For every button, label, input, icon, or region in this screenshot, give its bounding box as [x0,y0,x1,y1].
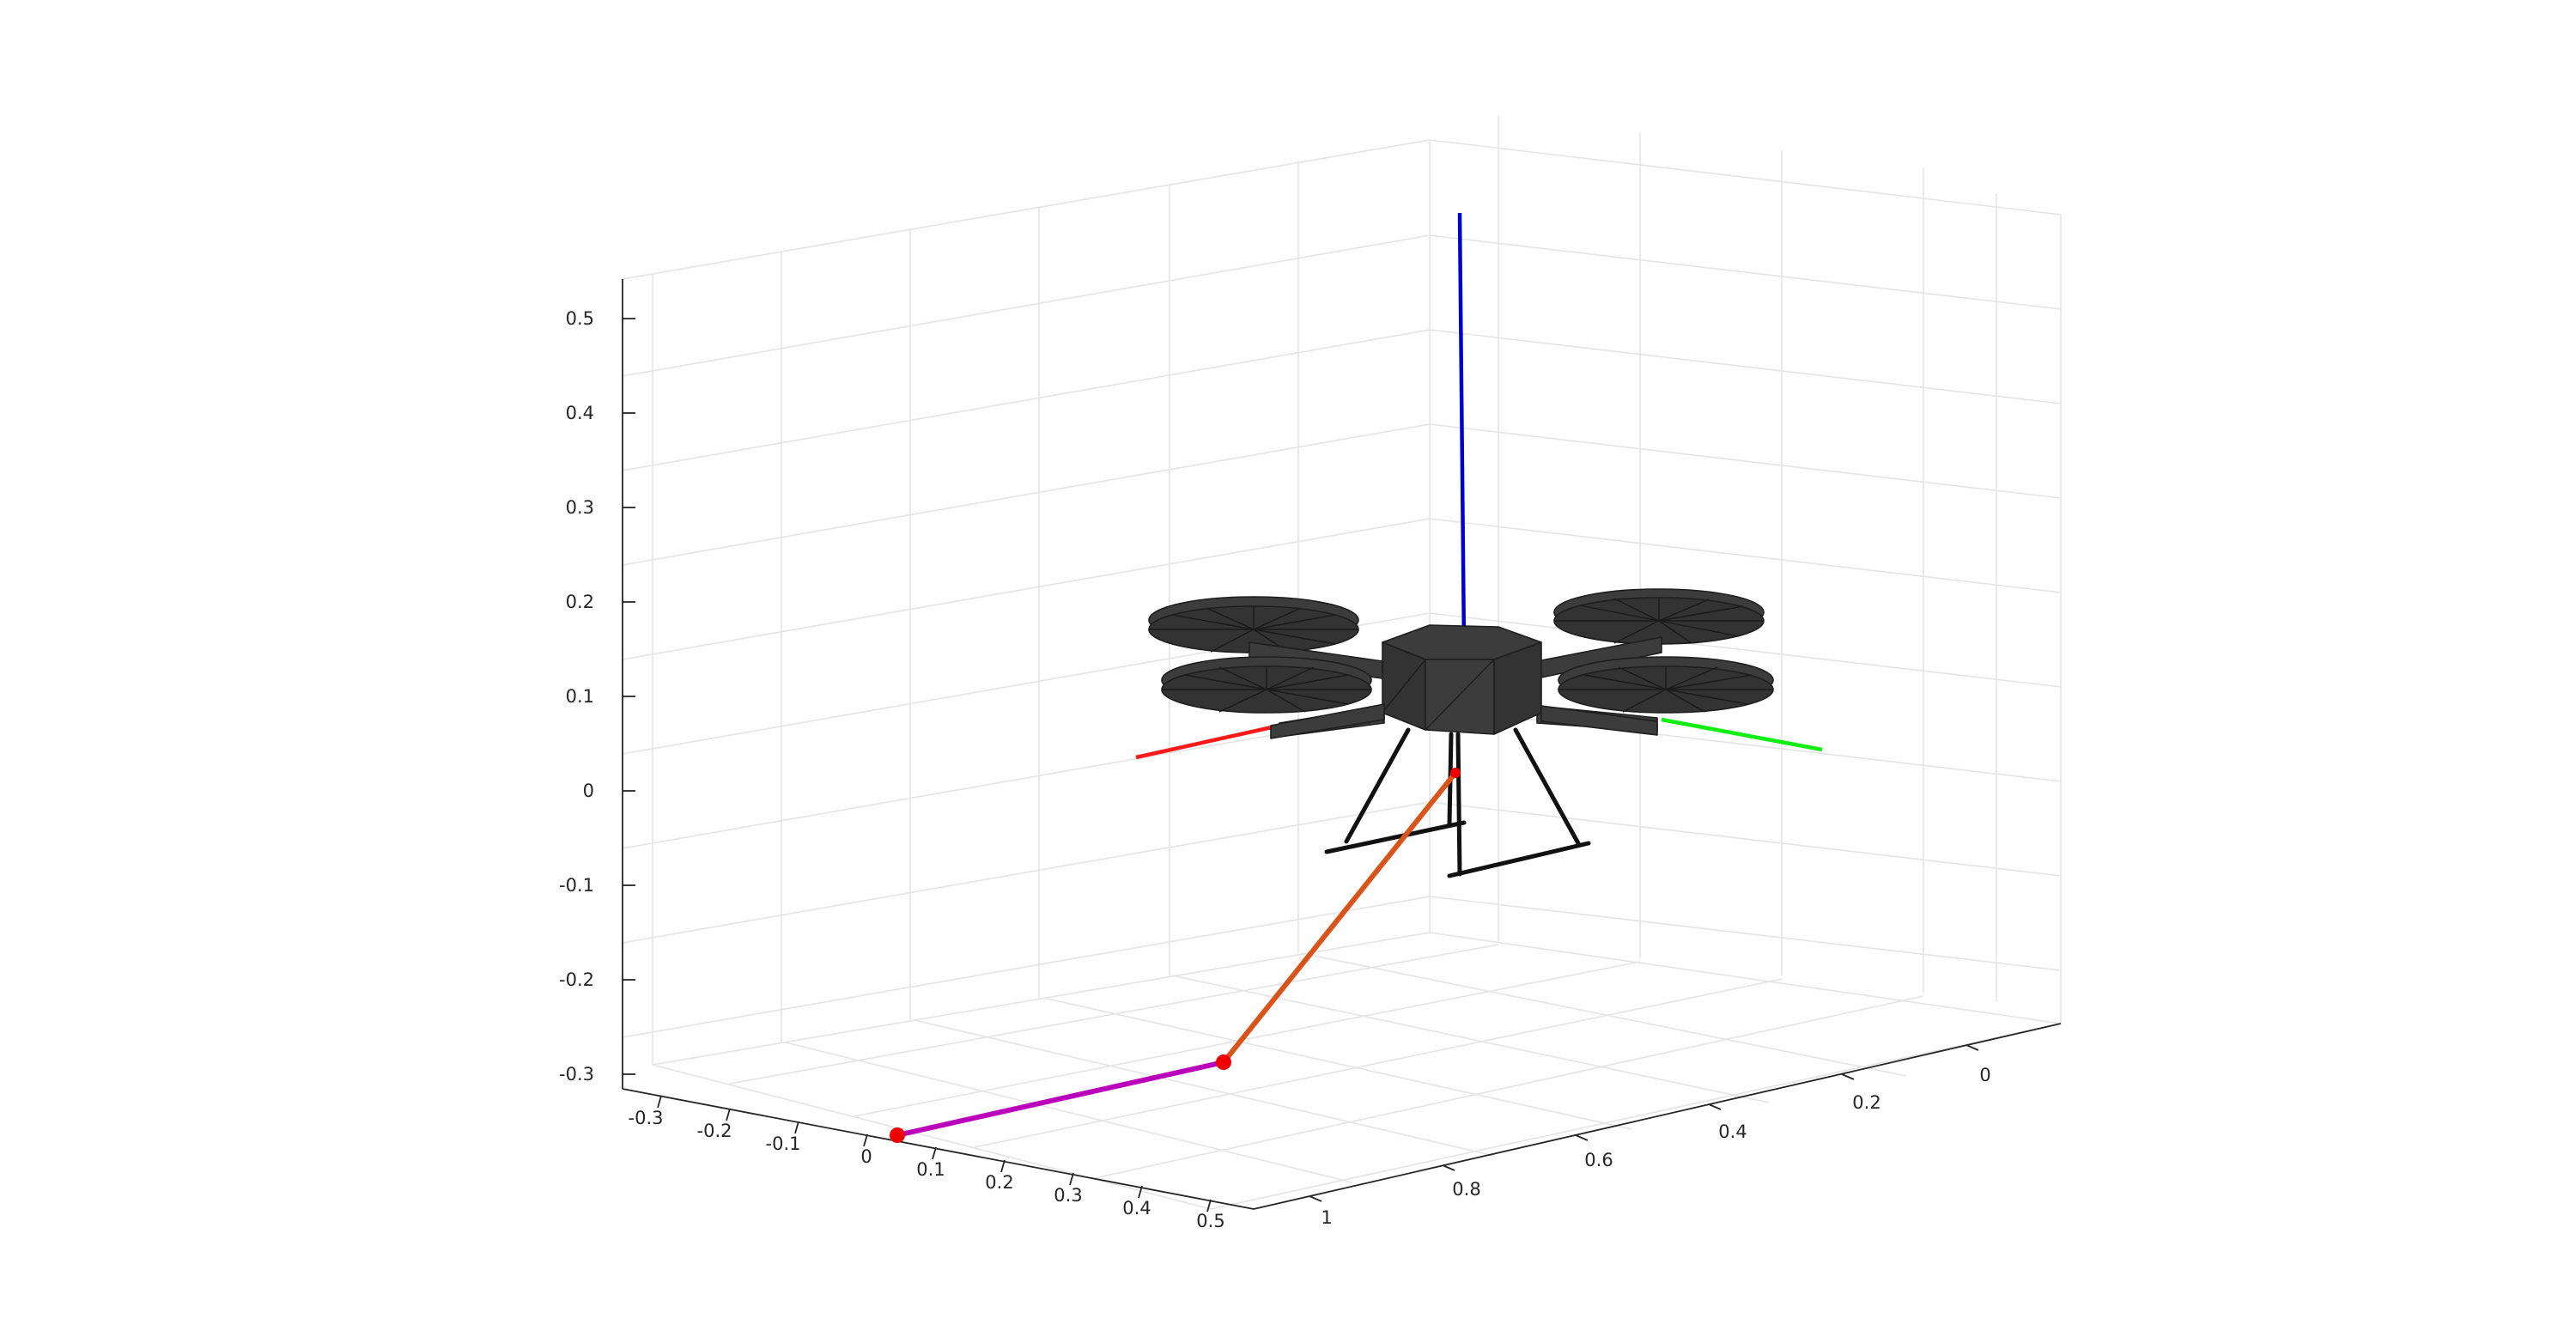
y-tick-label: 0.8 [1452,1179,1480,1200]
x-tick-label: 0.3 [1054,1185,1082,1206]
drone-center-body [1382,624,1542,735]
landing-gear [1324,727,1591,878]
z-tick-label: 0 [583,781,594,801]
joint-marker-middle [1216,1054,1231,1070]
z-tick-label: 0.2 [566,592,594,612]
body-y-axis-line [1661,717,1823,752]
x-tick-label: -0.3 [629,1108,664,1128]
z-axis: 0.5 0.4 0.3 0.2 0.1 0 -0.1 -0.2 -0.3 [559,279,635,1089]
y-tick-label: 0.6 [1584,1150,1613,1170]
z-tick-label: 0.4 [566,403,594,423]
drone-front-arms [1270,703,1658,739]
z-tick-label: 0.5 [566,308,594,329]
y-axis: 1 0.8 0.6 0.4 0.2 0 [1253,1023,2062,1228]
z-tick-label: 0.1 [566,686,594,707]
propeller-front-left [1161,656,1372,714]
quadrotor-drone [1135,212,1823,878]
x-axis: -0.3 -0.2 -0.1 0 0.1 0.2 0.3 0.4 0.5 [622,1088,1255,1231]
x-tick-label: 0 [860,1146,872,1167]
joint-marker-top [1450,768,1461,778]
y-tick-label: 1 [1321,1207,1332,1228]
grid-back-left-wall [622,139,1431,1065]
x-tick-label: 0.4 [1122,1198,1151,1218]
z-tick-label: -0.1 [559,875,594,896]
z-tick-label: -0.2 [559,969,594,990]
grid-floor [652,932,2062,1210]
grid-back-right-wall [1429,116,2062,1024]
y-tick-label: 0.2 [1852,1092,1880,1113]
propeller-front-right [1558,656,1774,714]
cable-upper-link [1221,770,1458,1065]
pendulum-cable [890,768,1461,1143]
cable-lower-link [895,1060,1226,1138]
joint-marker-end [890,1127,905,1143]
x-tick-label: 0.5 [1196,1211,1224,1231]
x-tick-label: -0.2 [697,1121,732,1141]
y-tick-label: 0 [1979,1065,1990,1085]
x-tick-label: 0.1 [916,1159,945,1180]
body-x-axis-line [1135,723,1280,760]
z-tick-label: -0.3 [559,1064,594,1085]
x-tick-label: -0.1 [766,1133,801,1154]
y-tick-label: 0.4 [1718,1121,1747,1142]
body-z-axis-line [1457,212,1467,647]
z-tick-label: 0.3 [566,497,594,518]
propeller-back-right [1553,588,1765,645]
x-tick-label: 0.2 [985,1172,1013,1193]
